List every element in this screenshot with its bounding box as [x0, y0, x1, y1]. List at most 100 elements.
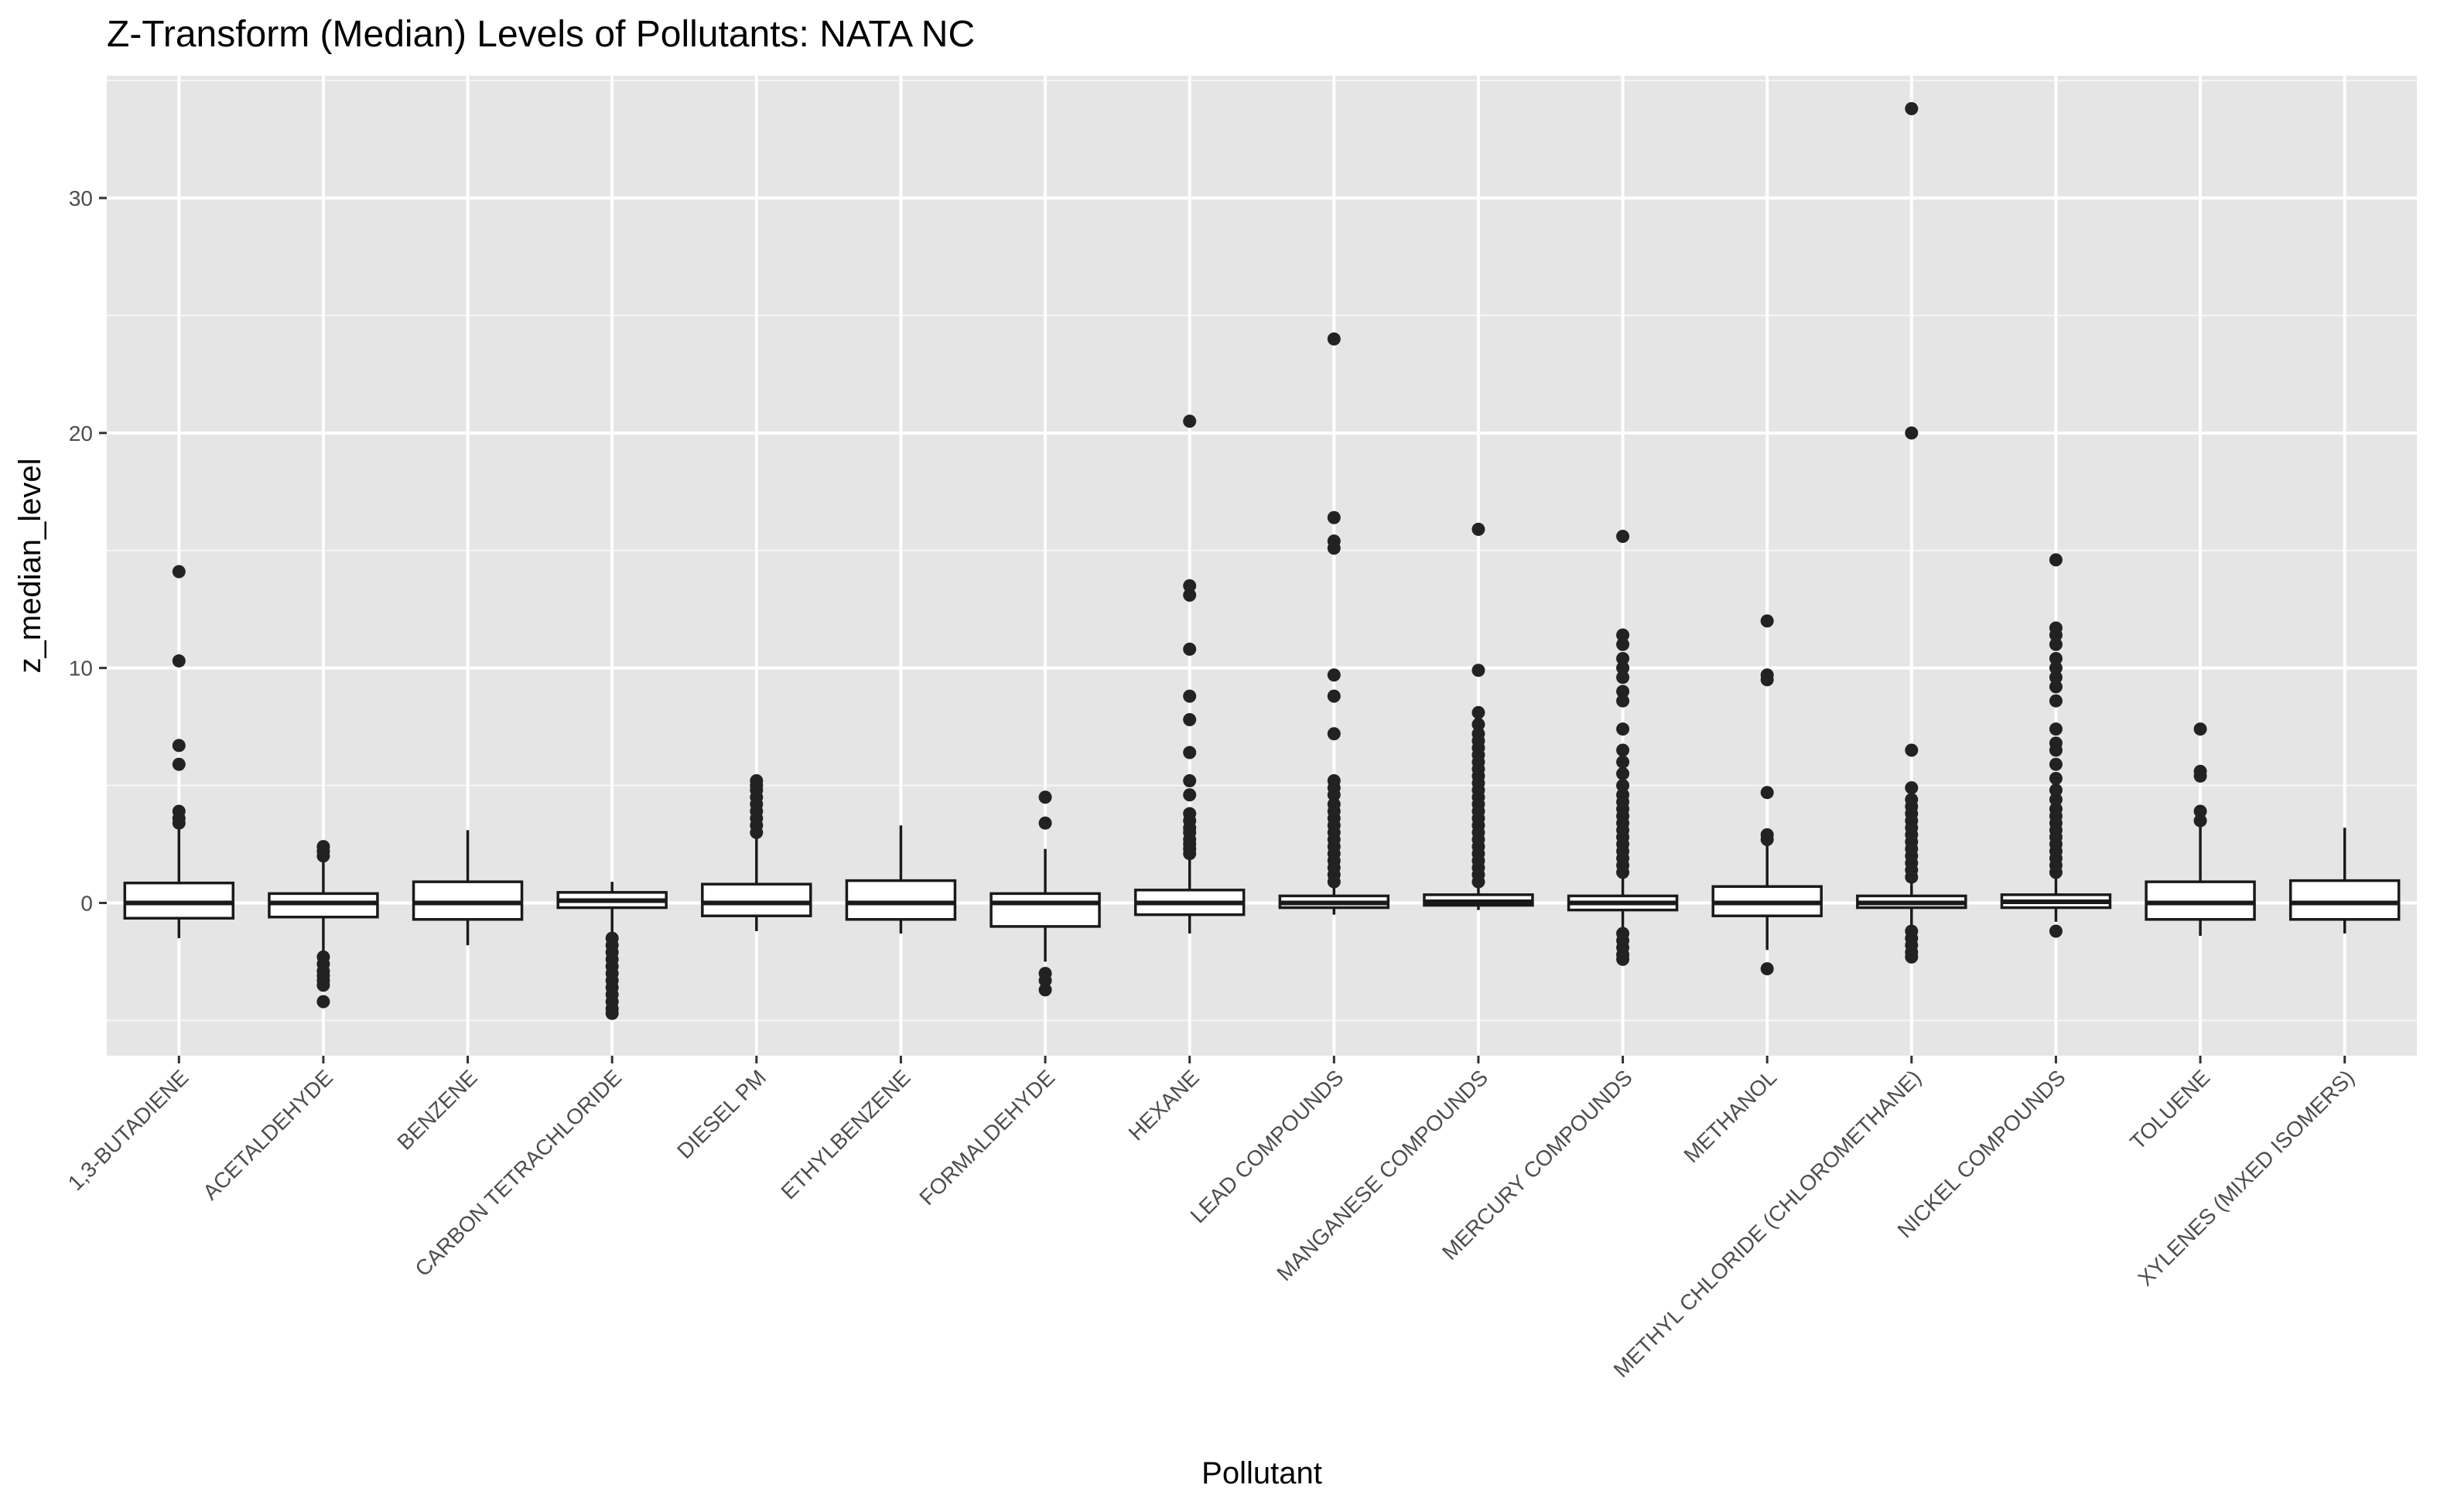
outlier-point [172, 565, 186, 579]
outlier-point [2049, 621, 2063, 635]
outlier-point [2049, 757, 2063, 771]
outlier-point [1183, 746, 1197, 759]
outlier-point [1616, 766, 1630, 780]
outlier-point [2049, 802, 2063, 816]
x-tick-label: TOLUENE [2125, 1065, 2214, 1154]
outlier-point [1038, 974, 1052, 988]
outlier-point [750, 774, 764, 788]
outlier-point [1471, 522, 1485, 536]
boxplot-group [123, 565, 235, 939]
outlier-point [2049, 771, 2063, 785]
outlier-point [1616, 652, 1630, 666]
box-iqr [123, 881, 235, 920]
boxplot-group [845, 825, 957, 934]
x-tick-label: LEAD COMPOUNDS [1186, 1065, 1348, 1227]
outlier-point [1616, 952, 1630, 966]
outlier-point [2049, 722, 2063, 736]
outlier-point [172, 739, 186, 753]
box-iqr [989, 892, 1101, 928]
outlier-point [172, 757, 186, 771]
boxplot-group [412, 830, 524, 946]
outlier-point [1183, 689, 1197, 703]
outlier-point [2049, 671, 2063, 684]
x-tick-label: HEXANE [1124, 1065, 1204, 1145]
outlier-point [1038, 983, 1052, 997]
outlier-point [2049, 553, 2063, 567]
outlier-point [1038, 790, 1052, 804]
outlier-point [1760, 668, 1774, 682]
x-tick-label: METHYL CHLORIDE (CHLOROMETHANE) [1609, 1065, 1926, 1382]
outlier-point [316, 978, 330, 992]
boxplot-group [701, 774, 812, 931]
outlier-point [1616, 661, 1630, 675]
outlier-point [1327, 332, 1341, 346]
outlier-point [1905, 793, 1919, 807]
outlier-point [1616, 671, 1630, 684]
outlier-point [2193, 804, 2207, 818]
outlier-point [1616, 637, 1630, 651]
outlier-point [1760, 828, 1774, 841]
outlier-point [1905, 102, 1919, 116]
outlier-point [1616, 788, 1630, 802]
outlier-point [1471, 718, 1485, 732]
outlier-point [2049, 694, 2063, 708]
y-axis-ticks: 0 10 20 30 [69, 186, 107, 916]
outlier-point [1760, 614, 1774, 628]
outlier-point [1905, 781, 1919, 795]
outlier-point [172, 804, 186, 818]
outlier-point [1327, 668, 1341, 682]
box-iqr [2288, 879, 2401, 921]
outlier-point [1183, 807, 1197, 821]
outlier-point [1471, 727, 1485, 741]
outlier-point [1616, 779, 1630, 793]
outlier-point [2193, 722, 2207, 736]
y-tick-label: 0 [80, 892, 93, 916]
outlier-point [1327, 510, 1341, 524]
outlier-point [2049, 736, 2063, 750]
outlier-point [1905, 743, 1919, 757]
outlier-point [1327, 797, 1341, 811]
outlier-point [1183, 642, 1197, 656]
x-tick-label: 1,3-BUTADIENE [63, 1065, 193, 1195]
outlier-point [1616, 530, 1630, 544]
outlier-point [1616, 684, 1630, 698]
boxplot-group [1567, 530, 1679, 966]
outlier-point [1760, 786, 1774, 800]
box-layer [123, 102, 2401, 1020]
box-iqr [412, 880, 524, 921]
boxplot-group [2000, 553, 2112, 938]
x-tick-label: ETHYLBENZENE [776, 1065, 914, 1203]
x-tick-label: METHANOL [1679, 1065, 1781, 1167]
outlier-point [2049, 652, 2063, 666]
boxplot-group [1423, 522, 1534, 910]
box-iqr [701, 882, 812, 917]
outlier-point [1183, 788, 1197, 802]
boxplot-group [268, 840, 379, 1009]
outlier-point [1616, 722, 1630, 736]
boxplot-group [1278, 332, 1390, 915]
x-tick-label: NICKEL COMPOUNDS [1893, 1065, 2070, 1242]
y-tick-label: 30 [69, 186, 93, 210]
x-axis-title: Pollutant [1201, 1456, 1322, 1490]
outlier-point [1183, 713, 1197, 727]
chart-title: Z-Transform (Median) Levels of Pollutant… [107, 14, 975, 55]
outlier-point [1327, 534, 1341, 548]
outlier-point [1760, 962, 1774, 976]
outlier-point [1327, 774, 1341, 788]
outlier-point [1905, 950, 1919, 964]
outlier-point [1183, 774, 1197, 788]
outlier-point [2193, 814, 2207, 828]
x-tick-label: BENZENE [392, 1065, 481, 1154]
outlier-point [2049, 680, 2063, 694]
outlier-point [1038, 816, 1052, 830]
outlier-point [2049, 793, 2063, 807]
box-iqr [2145, 880, 2256, 921]
outlier-point [2049, 661, 2063, 675]
box-iqr [845, 879, 957, 921]
outlier-point [1183, 579, 1197, 592]
x-tick-label: ACETALDEHYDE [198, 1065, 337, 1204]
outlier-point [1471, 705, 1485, 719]
outlier-point [2049, 637, 2063, 651]
